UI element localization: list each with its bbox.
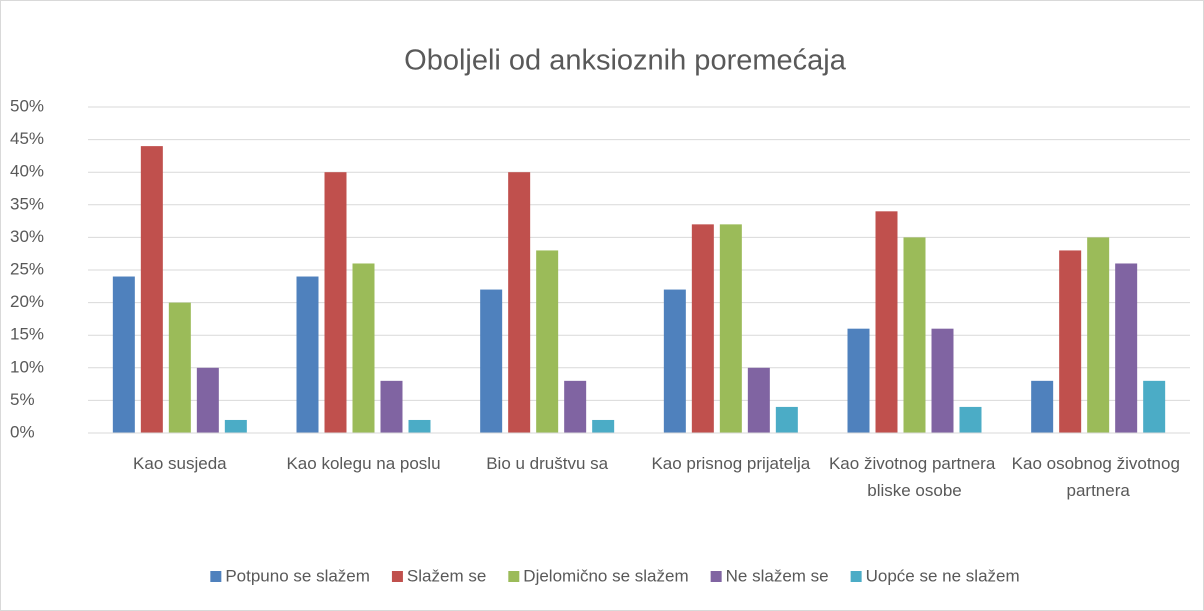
y-tick-label: 45% <box>10 129 44 148</box>
legend-label: Ne slažem se <box>726 566 829 585</box>
y-tick-label: 40% <box>10 162 44 181</box>
bar <box>719 224 742 433</box>
bar <box>1143 380 1166 433</box>
legend-swatch <box>391 571 403 582</box>
y-tick-label: 5% <box>10 390 35 409</box>
y-tick-label: 25% <box>10 259 44 278</box>
bar <box>112 276 135 433</box>
bar <box>296 276 319 433</box>
x-tick-label: Kao kolegu na poslu <box>286 454 440 473</box>
legend-item: Potpuno se slažem <box>210 566 370 585</box>
bar <box>196 367 219 433</box>
legend-swatch <box>210 571 222 582</box>
bar <box>1087 237 1110 433</box>
y-tick-label: 0% <box>10 422 35 441</box>
legend-item: Djelomično se slažem <box>508 566 689 585</box>
legend-label: Uopće se ne slažem <box>866 566 1020 585</box>
x-tick-label: Kao prisnog prijatelja <box>651 454 810 473</box>
legend-label: Potpuno se slažem <box>225 566 370 585</box>
bar <box>663 289 686 433</box>
bar <box>931 328 954 433</box>
bar <box>875 211 898 433</box>
bar <box>1115 263 1138 433</box>
legend-swatch <box>850 571 862 582</box>
bar <box>168 302 191 433</box>
bar <box>564 380 587 433</box>
bar <box>224 419 247 433</box>
y-tick-label: 10% <box>10 357 44 376</box>
y-tick-label: 15% <box>10 325 44 344</box>
bar <box>140 146 163 433</box>
bar <box>903 237 926 433</box>
x-tick-label: Bio u društvu sa <box>486 454 608 473</box>
y-tick-label: 35% <box>10 194 44 213</box>
x-tick-label: Kao susjeda <box>133 454 227 473</box>
legend-item: Uopće se ne slažem <box>850 566 1020 585</box>
legend-swatch <box>710 571 722 582</box>
legend-label: Djelomično se slažem <box>523 566 688 585</box>
chart-title: Oboljeli od anksioznih poremećaja <box>404 45 847 77</box>
legend-item: Ne slažem se <box>710 566 829 585</box>
legend-item: Slažem se <box>391 566 486 585</box>
bar <box>592 419 615 433</box>
bar <box>480 289 503 433</box>
x-tick-label: Kao osobnog životnog partnera <box>1012 454 1185 500</box>
bar <box>747 367 770 433</box>
y-tick-label: 50% <box>10 96 44 115</box>
y-tick-label: 20% <box>10 292 44 311</box>
bar <box>408 419 431 433</box>
legend-label: Slažem se <box>407 566 486 585</box>
bar <box>959 406 982 433</box>
bar <box>691 224 714 433</box>
bar <box>352 263 375 433</box>
bar <box>775 406 798 433</box>
bar <box>1059 250 1082 433</box>
x-tick-label: Kao životnog partnera bliske osobe <box>829 454 1000 500</box>
bar <box>324 172 347 433</box>
bar <box>1031 380 1054 433</box>
bar <box>508 172 531 433</box>
bar <box>380 380 403 433</box>
bar <box>847 328 870 433</box>
bar <box>536 250 559 433</box>
y-tick-label: 30% <box>10 227 44 246</box>
legend-swatch <box>508 571 520 582</box>
